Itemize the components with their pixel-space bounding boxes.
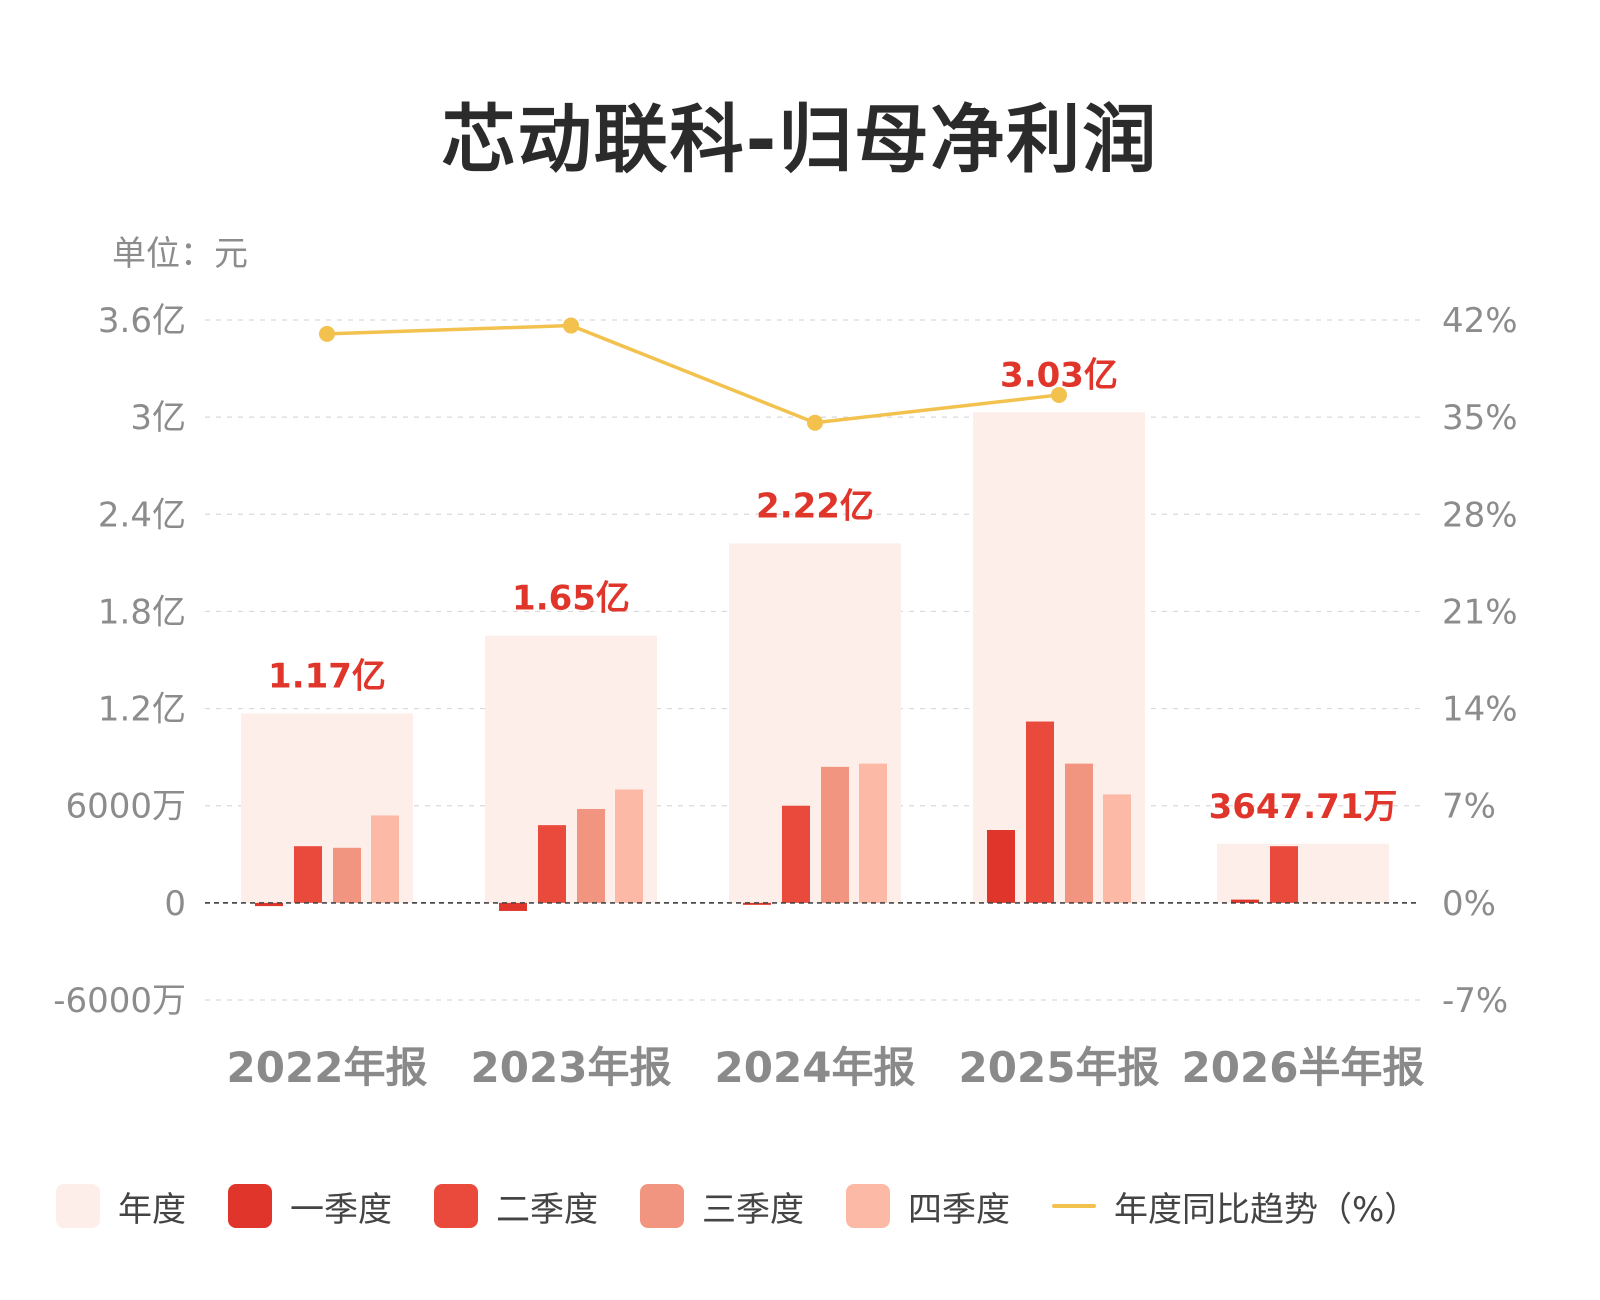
legend-label: 三季度: [702, 1189, 804, 1230]
quarter-bar: [294, 846, 322, 903]
legend-label: 年度: [118, 1189, 186, 1230]
quarter-bar: [499, 902, 527, 911]
annual-value-label: 3.03亿: [1000, 355, 1118, 395]
legend-color-swatch: [228, 1184, 272, 1228]
y-right-tick-label: -7%: [1442, 981, 1508, 1021]
annual-value-label: 1.17亿: [268, 656, 386, 696]
legend-item-q3: 三季度: [640, 1182, 804, 1231]
y-left-tick-label: -6000万: [53, 981, 186, 1021]
legend-color-swatch: [56, 1184, 100, 1228]
legend-label: 四季度: [908, 1189, 1010, 1230]
legend-color-swatch: [434, 1184, 478, 1228]
legend-item-trend: 年度同比趋势（%）: [1052, 1182, 1418, 1231]
legend-item-annual: 年度: [56, 1182, 186, 1231]
legend-label: 一季度: [290, 1189, 392, 1230]
legend-item-q2: 二季度: [434, 1182, 598, 1231]
quarter-bar: [371, 815, 399, 903]
legend-label: 二季度: [496, 1189, 598, 1230]
annual-value-label: 1.65亿: [512, 579, 630, 619]
quarter-bar: [615, 789, 643, 903]
quarter-bar: [987, 830, 1015, 903]
quarter-bar: [821, 766, 849, 903]
quarter-bar: [255, 902, 283, 907]
quarter-bar: [1231, 899, 1259, 903]
legend-label: 年度同比趋势（%）: [1114, 1189, 1419, 1230]
quarter-bar: [743, 902, 771, 905]
y-left-tick-label: 2.4亿: [98, 495, 186, 535]
trend-point: [1051, 386, 1067, 403]
quarter-bar: [577, 808, 605, 903]
y-right-tick-label: 28%: [1442, 495, 1518, 535]
quarter-bar: [1103, 794, 1131, 903]
quarter-bar: [782, 805, 810, 903]
annual-value-label: 3647.71万: [1209, 787, 1398, 827]
y-left-tick-label: 3.6亿: [98, 301, 186, 341]
quarter-bar: [859, 763, 887, 903]
trend-point: [807, 414, 823, 431]
y-left-tick-label: 3亿: [130, 398, 186, 438]
y-right-tick-label: 7%: [1442, 787, 1496, 827]
y-right-tick-label: 21%: [1442, 592, 1518, 632]
trend-line: [326, 323, 1060, 425]
quarter-bar: [538, 825, 566, 903]
trend-point: [563, 317, 579, 334]
quarter-bar: [1065, 763, 1093, 903]
trend-point: [319, 325, 335, 342]
y-left-tick-label: 1.2亿: [98, 690, 186, 730]
legend: 年度 一季度 二季度 三季度 四季度 年度同比趋势（%）: [56, 1182, 1460, 1231]
quarter-bar: [333, 847, 361, 903]
legend-color-swatch: [640, 1184, 684, 1228]
x-category-label: 2025年报: [959, 1043, 1160, 1092]
x-category-label: 2024年报: [715, 1043, 916, 1092]
annual-value-label: 2.22亿: [756, 486, 874, 526]
annual-bar: [1217, 843, 1389, 903]
y-right-tick-label: 35%: [1442, 398, 1518, 438]
y-right-tick-label: 14%: [1442, 690, 1518, 730]
quarter-bar: [1026, 721, 1054, 903]
y-right-tick-label: 42%: [1442, 301, 1518, 341]
y-right-tick-label: 0%: [1442, 884, 1496, 924]
y-left-tick-label: 0: [164, 884, 186, 924]
unit-label: 单位：元: [112, 234, 248, 274]
x-category-label: 2026半年报: [1182, 1043, 1425, 1092]
x-category-label: 2023年报: [471, 1043, 672, 1092]
legend-line-swatch: [1052, 1204, 1096, 1208]
legend-item-q1: 一季度: [228, 1182, 392, 1231]
x-category-label: 2022年报: [227, 1043, 428, 1092]
y-left-tick-label: 6000万: [65, 787, 186, 827]
legend-color-swatch: [846, 1184, 890, 1228]
legend-item-q4: 四季度: [846, 1182, 1010, 1231]
quarter-bar: [1270, 846, 1298, 903]
chart-title: 芯动联科-归母净利润: [441, 97, 1159, 183]
y-left-tick-label: 1.8亿: [98, 592, 186, 632]
